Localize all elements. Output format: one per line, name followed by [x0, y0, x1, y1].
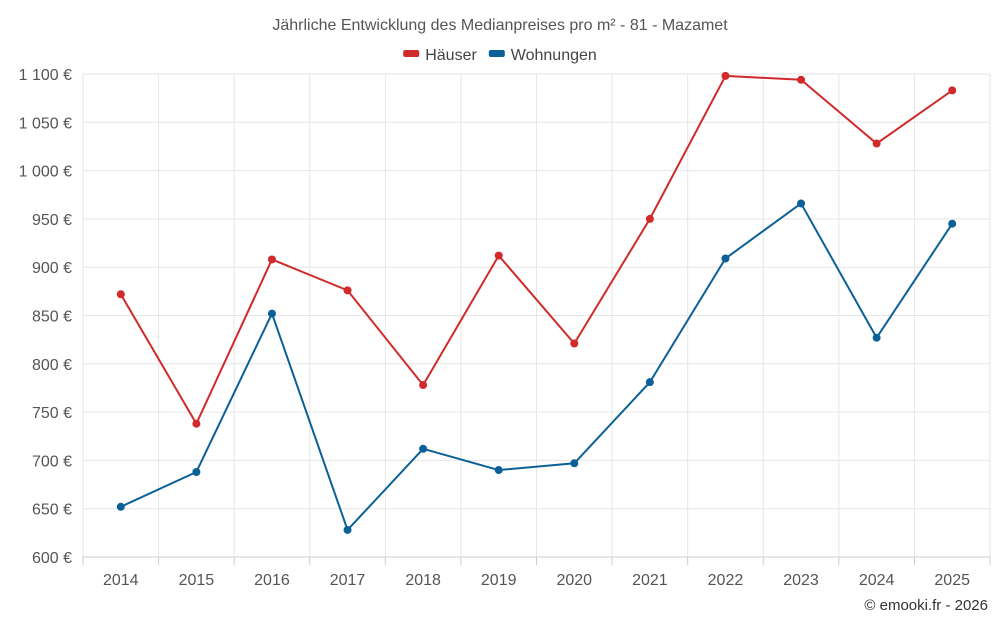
data-point-wohnungen[interactable] — [570, 459, 579, 468]
x-axis: 2014 2015 2016 2017 2018 2019 2020 2021 2022 2023… — [103, 572, 970, 589]
data-point-haeuser[interactable] — [570, 339, 579, 348]
y-tick-label: 850 € — [32, 309, 72, 326]
legend-item-wohnungen[interactable]: Wohnungen — [488, 47, 597, 64]
legend-label: Häuser — [425, 47, 477, 64]
grid — [82, 73, 991, 565]
x-tick-label: 2020 — [556, 572, 592, 589]
data-point-wohnungen[interactable] — [872, 333, 881, 342]
x-tick-label: 2022 — [708, 572, 744, 589]
data-point-wohnungen[interactable] — [192, 467, 201, 476]
legend-swatch — [403, 50, 420, 57]
y-tick-label: 800 € — [32, 357, 72, 374]
x-tick-label: 2014 — [103, 572, 139, 589]
y-tick-label: 950 € — [32, 212, 72, 229]
x-tick-label: 2025 — [934, 572, 970, 589]
data-point-haeuser[interactable] — [419, 381, 428, 390]
legend: Häuser Wohnungen — [403, 47, 597, 64]
data-point-haeuser[interactable] — [721, 71, 730, 80]
data-point-haeuser[interactable] — [645, 214, 654, 223]
credit: © emooki.fr - 2026 — [864, 597, 988, 614]
series-line-wohnungen — [120, 202, 954, 531]
data-point-haeuser[interactable] — [116, 290, 125, 299]
y-tick-label: 1 100 € — [19, 67, 72, 84]
series-haeuser — [116, 71, 957, 428]
x-tick-label: 2023 — [783, 572, 819, 589]
y-tick-label: 750 € — [32, 405, 72, 422]
legend-item-haeuser[interactable]: Häuser — [403, 47, 477, 64]
data-point-wohnungen[interactable] — [494, 466, 503, 475]
data-point-wohnungen[interactable] — [948, 219, 957, 228]
x-tick-label: 2015 — [179, 572, 215, 589]
series-wohnungen — [116, 199, 957, 534]
data-point-haeuser[interactable] — [192, 419, 201, 428]
legend-swatch — [488, 50, 505, 57]
data-point-haeuser[interactable] — [797, 75, 806, 84]
chart-title: Jährliche Entwicklung des Medianpreises … — [272, 17, 728, 34]
x-tick-label: 2019 — [481, 572, 517, 589]
data-point-haeuser[interactable] — [948, 86, 957, 95]
data-point-wohnungen[interactable] — [721, 254, 730, 263]
series — [116, 71, 957, 534]
y-tick-label: 1 000 € — [19, 164, 72, 181]
y-tick-label: 1 050 € — [19, 115, 72, 132]
x-tick-label: 2016 — [254, 572, 290, 589]
series-line-haeuser — [119, 74, 953, 425]
legend-label: Wohnungen — [511, 47, 597, 64]
data-point-wohnungen[interactable] — [797, 199, 806, 208]
y-axis: 600 € 650 € 700 € 750 € 800 € 850 € 900 € 950 €… — [19, 67, 72, 567]
x-tick-label: 2017 — [330, 572, 366, 589]
y-tick-label: 600 € — [32, 550, 72, 567]
data-point-haeuser[interactable] — [343, 286, 352, 295]
x-tick-label: 2018 — [405, 572, 441, 589]
data-point-wohnungen[interactable] — [267, 309, 276, 318]
x-tick-label: 2024 — [859, 572, 895, 589]
data-point-wohnungen[interactable] — [419, 444, 428, 453]
data-point-wohnungen[interactable] — [645, 378, 654, 387]
y-tick-label: 900 € — [32, 260, 72, 277]
y-tick-label: 700 € — [32, 453, 72, 470]
data-point-wohnungen[interactable] — [343, 525, 352, 534]
data-point-haeuser[interactable] — [872, 139, 881, 148]
data-point-wohnungen[interactable] — [116, 502, 125, 511]
data-point-haeuser[interactable] — [494, 251, 503, 260]
x-tick-label: 2021 — [632, 572, 668, 589]
y-tick-label: 650 € — [32, 502, 72, 519]
data-point-haeuser[interactable] — [267, 255, 276, 264]
